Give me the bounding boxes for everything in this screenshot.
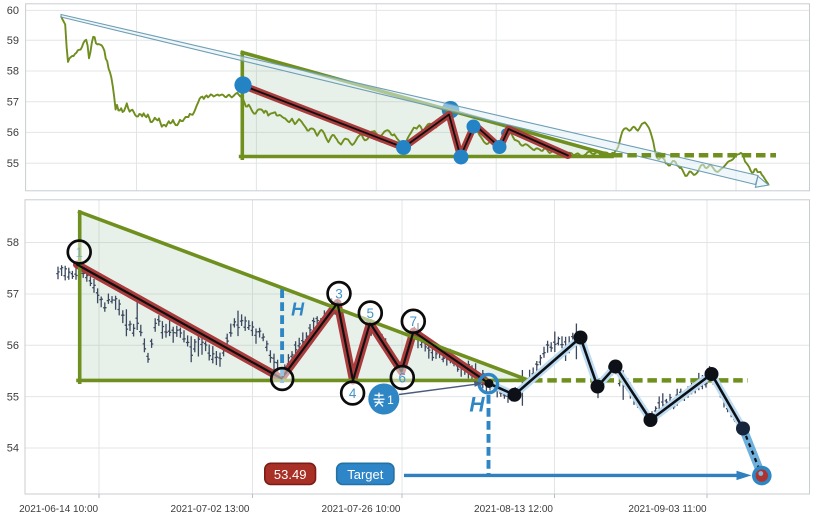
svg-text:57: 57 xyxy=(7,96,19,108)
svg-text:54: 54 xyxy=(7,443,19,455)
svg-text:2021-06-14 10:00: 2021-06-14 10:00 xyxy=(19,504,98,515)
svg-text:56: 56 xyxy=(7,127,19,139)
svg-text:55: 55 xyxy=(7,158,19,170)
svg-text:1: 1 xyxy=(75,245,83,260)
svg-text:6: 6 xyxy=(399,370,407,385)
svg-text:3: 3 xyxy=(335,286,343,301)
svg-text:2021-09-03 11:00: 2021-09-03 11:00 xyxy=(628,504,707,515)
svg-text:5: 5 xyxy=(367,306,375,321)
svg-text:53.49: 53.49 xyxy=(274,467,307,482)
svg-text:2021-08-13 12:00: 2021-08-13 12:00 xyxy=(474,504,553,515)
svg-text:55: 55 xyxy=(7,391,19,403)
svg-text:2021-07-26 10:00: 2021-07-26 10:00 xyxy=(322,504,401,515)
svg-text:4: 4 xyxy=(349,386,357,401)
svg-text:1: 1 xyxy=(387,393,394,407)
svg-text:57: 57 xyxy=(7,289,19,301)
svg-text:60: 60 xyxy=(7,5,19,17)
svg-text:58: 58 xyxy=(7,237,19,249)
svg-text:7: 7 xyxy=(410,314,418,329)
svg-text:H: H xyxy=(469,393,485,416)
svg-text:56: 56 xyxy=(7,340,19,352)
svg-text:H: H xyxy=(291,300,305,320)
svg-text:2021-07-02 13:00: 2021-07-02 13:00 xyxy=(171,504,250,515)
svg-text:58: 58 xyxy=(7,66,19,78)
svg-text:Target: Target xyxy=(347,467,384,482)
svg-text:59: 59 xyxy=(7,35,19,47)
